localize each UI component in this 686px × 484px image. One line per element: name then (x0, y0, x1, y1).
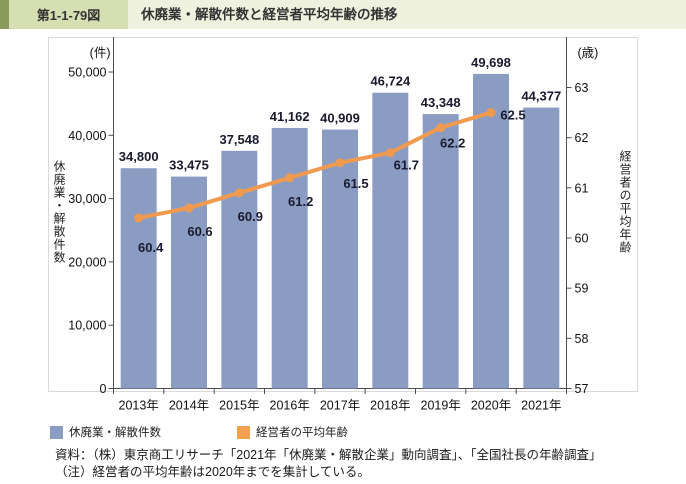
line-marker (335, 158, 345, 168)
bar-value-label: 37,548 (219, 132, 259, 147)
bar (422, 114, 459, 389)
bar-legend-label: 休廃業・解散件数 (69, 427, 161, 439)
bar-value-label: 46,724 (370, 74, 411, 89)
bar-value-label: 40,909 (320, 111, 360, 126)
bar-value-label: 43,348 (421, 95, 461, 110)
figure-header: 第1-1-79図 休廃業・解散件数と経営者平均年齢の推移 (0, 0, 686, 29)
x-axis-category-label: 2014年 (169, 399, 209, 413)
right-axis-tick-label: 60 (575, 232, 589, 246)
left-axis-unit: (件) (90, 46, 111, 60)
source-text: 資料：（株）東京商工リサーチ「2021年「休廃業・解散企業」動向調査」、「全国社… (55, 448, 602, 462)
right-axis-unit: (歳) (578, 46, 599, 60)
left-axis-tick-label: 20,000 (68, 255, 106, 269)
line-value-label: 60.9 (238, 209, 263, 224)
bar (120, 168, 157, 389)
line-marker (436, 123, 446, 133)
header-accent-stripe (0, 0, 9, 29)
figure-title: 休廃業・解散件数と経営者平均年齢の推移 (141, 7, 398, 22)
line-legend-swatch (237, 425, 250, 439)
legend-item-line: 経営者の平均年齢 (237, 424, 348, 440)
line-marker (486, 108, 496, 118)
bar (271, 127, 308, 389)
line-marker (184, 203, 194, 213)
bar-value-label: 41,162 (270, 109, 310, 124)
right-axis-tick-label: 63 (575, 81, 589, 95)
line-marker (234, 188, 244, 198)
x-axis-category-label: 2021年 (521, 399, 561, 413)
x-axis-category-label: 2017年 (320, 399, 360, 413)
right-axis-tick-label: 57 (575, 382, 589, 396)
bar (322, 129, 358, 389)
left-axis-tick-label: 30,000 (68, 192, 106, 206)
right-axis-tick-label: 58 (575, 332, 589, 346)
note-text: （注）経営者の平均年齢は2020年までを集計している。 (55, 465, 370, 479)
bar (372, 92, 409, 389)
x-axis-category-label: 2019年 (421, 399, 461, 413)
left-axis-tick-label: 0 (100, 382, 107, 396)
bar-value-label: 33,475 (169, 158, 209, 173)
left-axis-tick-label: 50,000 (68, 66, 106, 80)
bar-value-label: 34,800 (119, 149, 159, 164)
line-value-label: 61.7 (394, 158, 419, 173)
age-line (136, 110, 493, 220)
line-value-label: 60.4 (138, 240, 164, 255)
left-axis-title: 休廃業・解散件数 (52, 160, 66, 264)
footer: 資料：（株）東京商工リサーチ「2021年「休廃業・解散企業」動向調査」、「全国社… (55, 447, 680, 481)
x-axis-category-label: 2015年 (219, 399, 259, 413)
bar (221, 150, 258, 389)
legend-item-bar: 休廃業・解散件数 (50, 424, 161, 440)
bar-value-label: 49,698 (471, 55, 511, 70)
left-axis-tick-label: 10,000 (68, 319, 106, 333)
left-axis-tick-label: 40,000 (68, 129, 106, 143)
line-value-label: 61.5 (343, 176, 368, 191)
bar (523, 107, 560, 389)
right-axis-tick-label: 62 (575, 131, 589, 145)
figure-number: 第1-1-79図 (9, 0, 128, 29)
x-axis-category-label: 2016年 (270, 399, 310, 413)
line-value-label: 62.5 (500, 108, 525, 123)
x-axis-category-label: 2013年 (119, 399, 159, 413)
line-legend-label: 経営者の平均年齢 (256, 427, 348, 439)
right-axis-tick-label: 61 (575, 181, 589, 195)
line-value-label: 60.6 (187, 224, 212, 239)
right-axis-tick-label: 59 (575, 282, 589, 296)
bar (473, 73, 509, 389)
bar-value-label: 44,377 (521, 89, 561, 104)
line-marker (134, 213, 144, 223)
line-value-label: 62.2 (440, 136, 465, 151)
bar-legend-swatch (50, 425, 63, 439)
right-axis-title: 経営者の平均年齢 (618, 150, 632, 254)
line-marker (385, 148, 395, 158)
x-axis-category-label: 2020年 (471, 399, 511, 413)
line-marker (285, 173, 295, 183)
line-value-label: 61.2 (288, 194, 313, 209)
chart-svg: 0 10,000 20,000 30,000 40,000 50,000 (件) 57 58 59… (68, 37, 599, 413)
x-axis-category-label: 2018年 (370, 399, 410, 413)
